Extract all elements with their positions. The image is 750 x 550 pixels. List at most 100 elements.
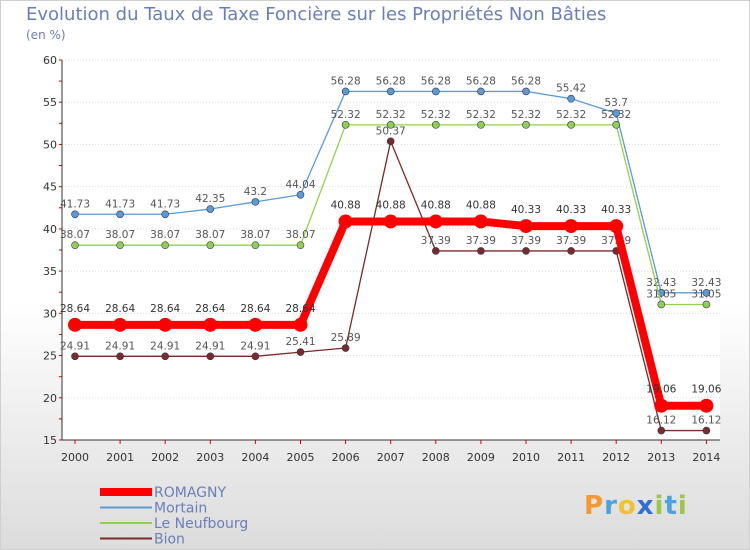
proxiti-logo: Proxiti: [584, 491, 688, 521]
data-point: [564, 219, 579, 234]
data-point: [206, 241, 215, 249]
data-label: 24.91: [240, 340, 270, 352]
data-point: [702, 426, 711, 435]
data-point: [702, 300, 711, 309]
x-tick-label: 2014: [692, 451, 720, 464]
data-label: 37.39: [466, 235, 496, 247]
data-label: 28.64: [150, 303, 180, 315]
data-label: 28.64: [60, 303, 90, 315]
data-point: [338, 214, 353, 229]
data-label: 40.33: [511, 204, 541, 216]
data-label: 56.28: [511, 75, 541, 87]
data-point: [567, 247, 575, 255]
x-tick-label: 2004: [241, 451, 269, 464]
data-point: [519, 219, 533, 234]
data-point: [251, 241, 260, 249]
data-point: [158, 317, 173, 332]
data-label: 52.32: [511, 109, 541, 121]
data-label: 56.28: [466, 75, 496, 87]
chart-title: Evolution du Taux de Taxe Foncière sur l…: [26, 4, 607, 25]
data-point: [161, 210, 169, 219]
data-point: [206, 352, 215, 361]
y-tick-label: 25: [43, 350, 57, 363]
data-label: 40.88: [376, 199, 406, 211]
data-label: 52.32: [331, 109, 361, 121]
data-point: [296, 190, 305, 199]
x-tick-label: 2009: [467, 451, 495, 464]
data-point: [702, 289, 711, 297]
data-label: 28.64: [285, 303, 315, 315]
data-label: 16.12: [646, 415, 676, 427]
data-label: 38.07: [285, 229, 315, 241]
x-tick-label: 2000: [61, 451, 89, 464]
data-point: [522, 121, 530, 129]
legend-label: Bion: [154, 532, 185, 548]
data-point: [567, 94, 575, 103]
data-point: [431, 121, 440, 129]
data-point: [113, 317, 128, 332]
data-point: [473, 214, 488, 229]
x-tick-label: 2002: [151, 451, 179, 464]
data-point: [116, 210, 124, 219]
data-label: 40.33: [601, 204, 631, 216]
data-label: 40.88: [421, 199, 451, 211]
y-tick-label: 35: [43, 265, 57, 278]
data-point: [203, 317, 218, 332]
data-point: [293, 317, 308, 332]
data-point: [161, 352, 169, 361]
data-label: 38.07: [240, 229, 270, 241]
data-point: [71, 352, 79, 361]
data-point: [477, 247, 485, 255]
x-tick-label: 2003: [196, 451, 224, 464]
data-label: 55.42: [556, 83, 586, 95]
data-point: [699, 398, 714, 413]
data-label: 37.39: [421, 235, 451, 247]
data-point: [386, 121, 395, 129]
y-tick-label: 20: [43, 392, 57, 405]
x-tick-label: 2008: [422, 451, 450, 464]
data-point: [71, 210, 79, 219]
data-label: 32.43: [691, 277, 721, 289]
data-label: 41.73: [150, 198, 180, 210]
data-label: 31.05: [646, 288, 676, 300]
data-point: [116, 352, 124, 361]
data-label: 38.07: [150, 229, 180, 241]
y-tick-label: 60: [43, 54, 57, 67]
data-label: 32.43: [646, 277, 676, 289]
data-point: [477, 121, 485, 129]
data-point: [612, 109, 621, 117]
data-label: 25.89: [331, 332, 361, 344]
data-label: 40.88: [331, 199, 361, 211]
data-label: 53.7: [605, 97, 628, 109]
x-tick-label: 2013: [647, 451, 675, 464]
x-tick-label: 2010: [512, 451, 540, 464]
y-tick-label: 45: [43, 181, 57, 194]
data-point: [68, 317, 82, 332]
data-point: [431, 87, 440, 96]
data-label: 24.91: [60, 340, 90, 352]
y-tick-label: 30: [43, 307, 57, 320]
data-label: 24.91: [105, 340, 135, 352]
y-tick-label: 15: [43, 434, 57, 447]
data-label: 19.06: [691, 384, 721, 396]
data-label: 38.07: [60, 229, 90, 241]
data-label: 19.06: [646, 384, 676, 396]
data-label: 52.32: [466, 109, 496, 121]
data-label: 24.91: [195, 340, 225, 352]
data-point: [657, 300, 666, 309]
data-point: [431, 247, 440, 255]
data-label: 28.64: [105, 303, 135, 315]
data-point: [296, 241, 305, 249]
x-tick-label: 2001: [106, 451, 134, 464]
data-label: 25.41: [285, 336, 315, 348]
data-label: 31.05: [691, 288, 721, 300]
data-point: [477, 87, 485, 96]
data-point: [71, 241, 79, 249]
x-tick-label: 2007: [377, 451, 405, 464]
data-point: [612, 121, 621, 129]
data-label: 56.28: [421, 75, 451, 87]
data-point: [654, 398, 669, 413]
data-point: [609, 219, 624, 234]
data-point: [383, 214, 398, 229]
